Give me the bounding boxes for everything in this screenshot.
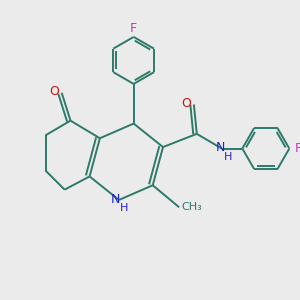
Text: H: H — [120, 203, 128, 213]
Text: H: H — [224, 152, 232, 162]
Text: O: O — [182, 97, 191, 110]
Text: CH₃: CH₃ — [181, 202, 202, 212]
Text: O: O — [50, 85, 59, 98]
Text: F: F — [130, 22, 137, 35]
Text: F: F — [295, 142, 300, 155]
Text: N: N — [111, 194, 120, 206]
Text: N: N — [216, 141, 225, 154]
